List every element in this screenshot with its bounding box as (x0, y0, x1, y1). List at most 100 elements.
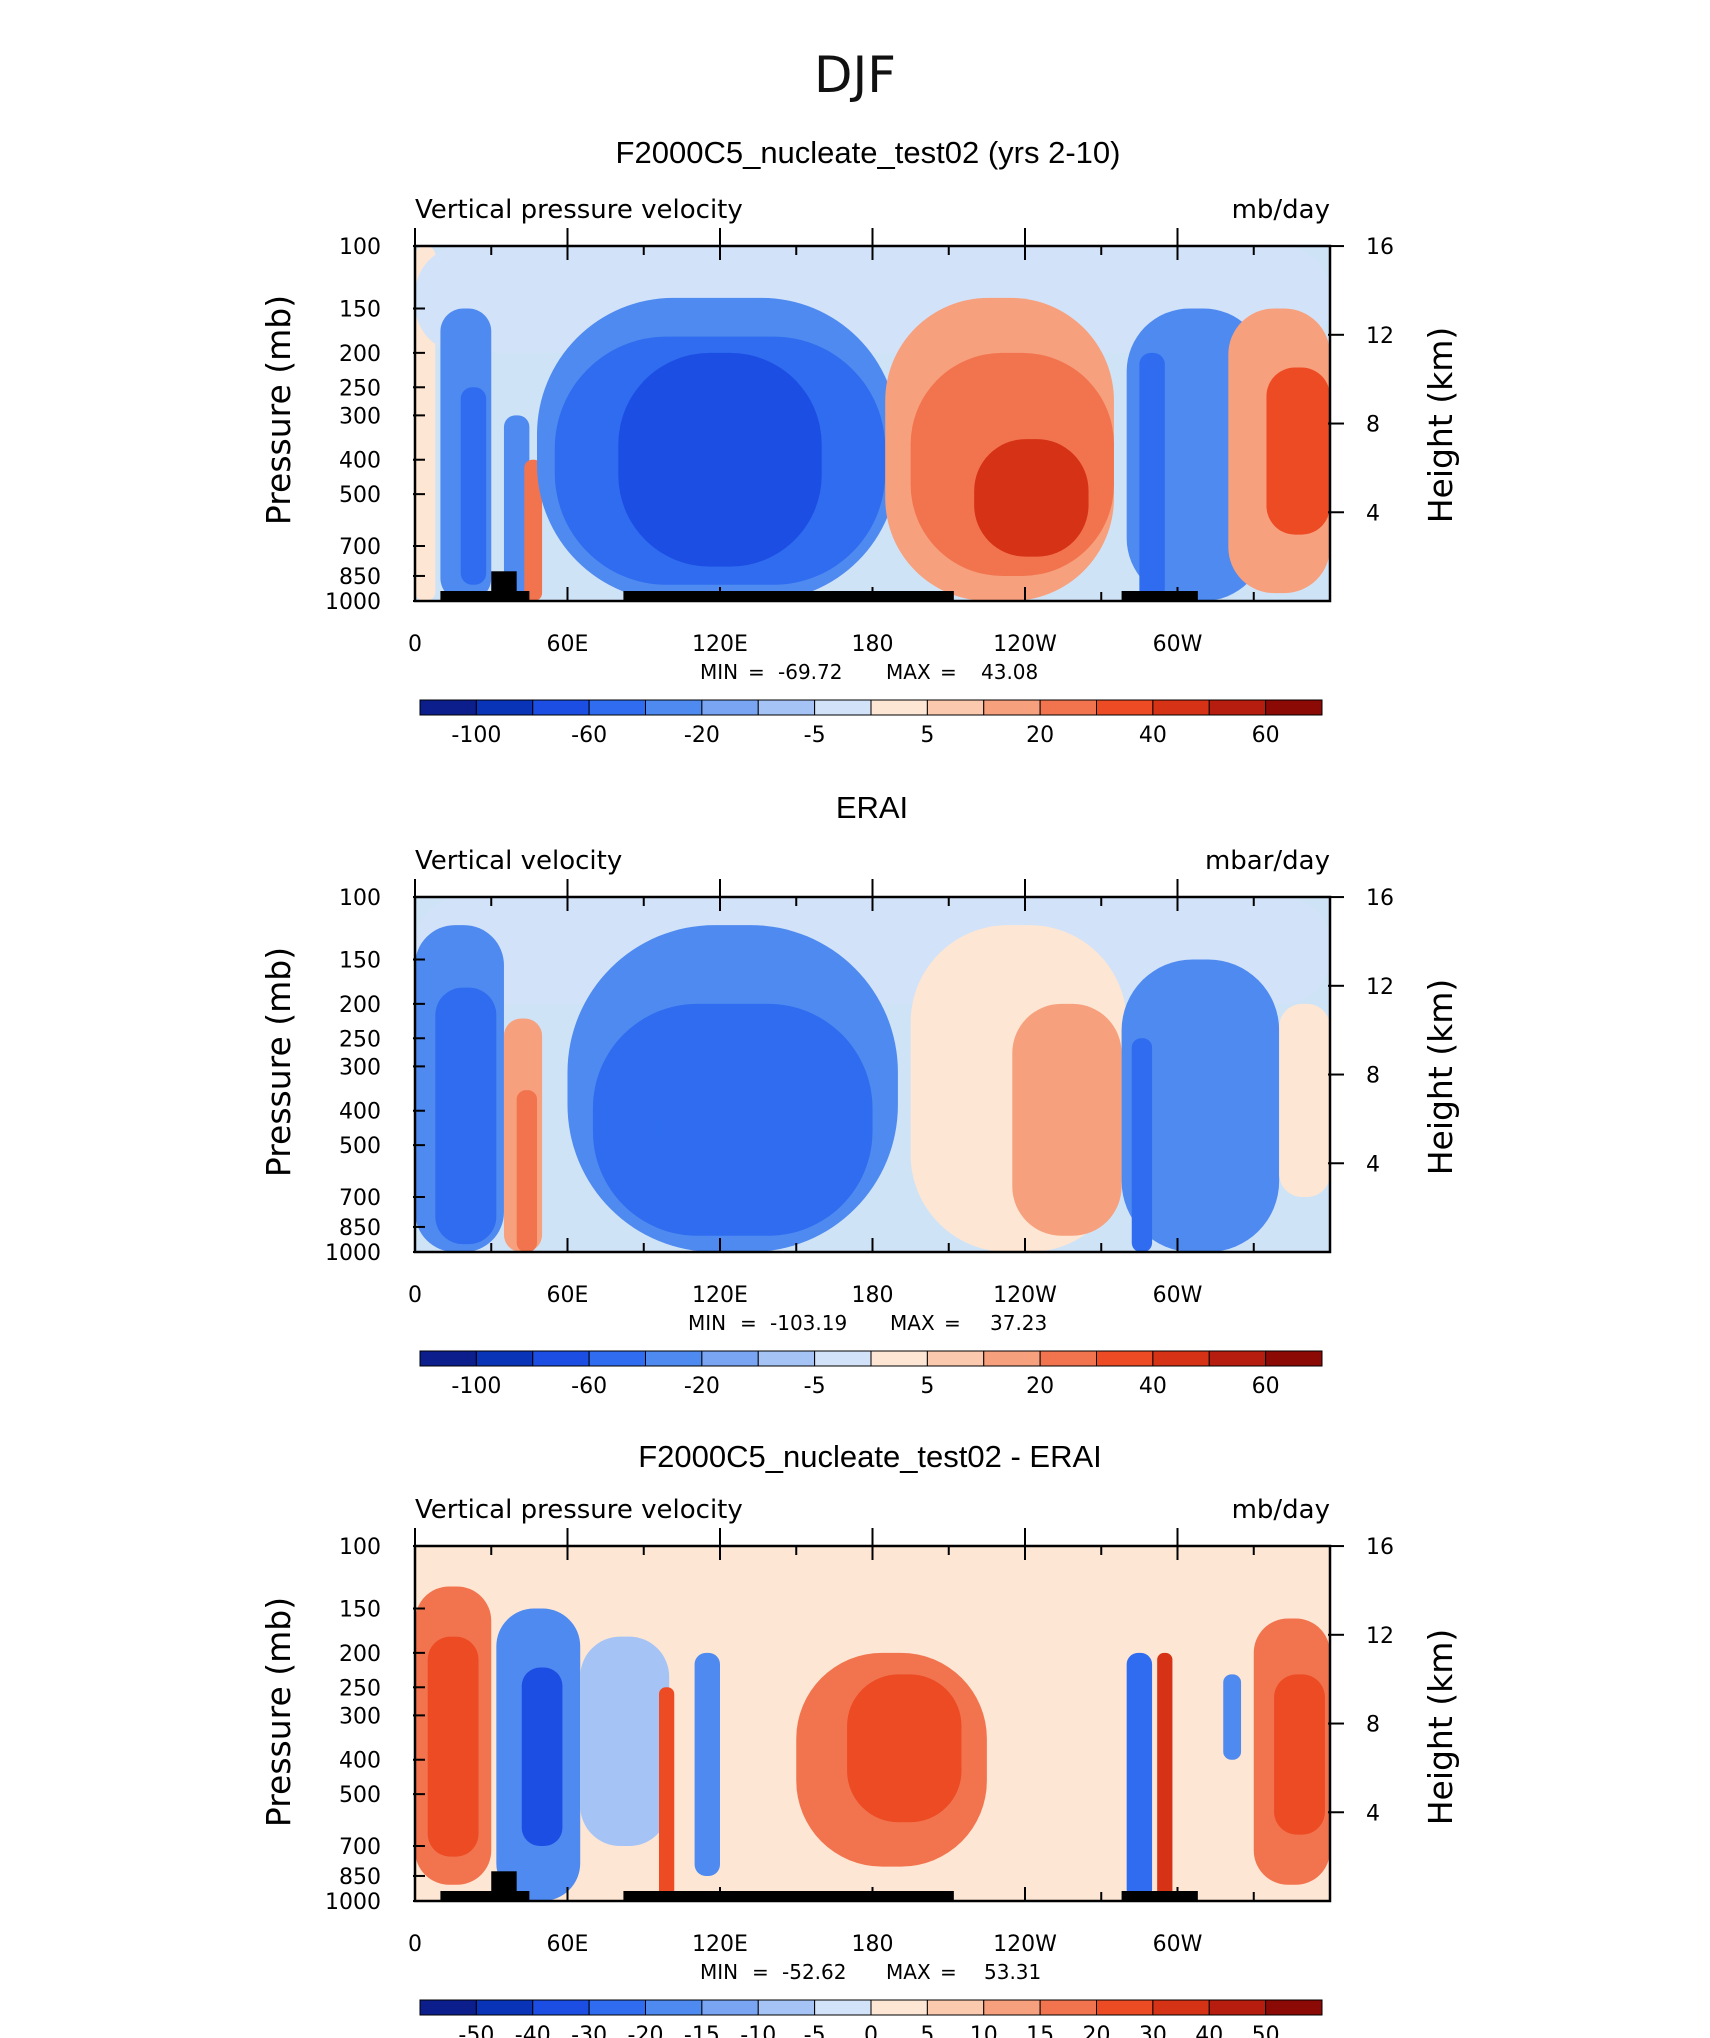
colorbar-label: 20 (1026, 1374, 1054, 1399)
colorbar-label: 5 (920, 2023, 934, 2038)
x-tick-label: 120W (993, 1283, 1057, 1308)
panel-3-ylabel-right: Height (km) (1421, 1629, 1460, 1826)
colorbar-swatch (926, 699, 985, 716)
panel-3-max-label: MAX (886, 1960, 931, 1984)
main-title: DJF (814, 46, 896, 104)
contour-field (415, 897, 1330, 1252)
colorbar-swatch (588, 1999, 646, 2016)
panel-2-min-value: -103.19 (770, 1311, 847, 1335)
panel-3-colorbar: -50 -40 -30 -20 -15 -10 -5 0 5 10 15 20 30 40 50 (419, 1999, 1323, 2038)
x-tick-label: 180 (852, 1932, 894, 1957)
colorbar-label: 10 (970, 2023, 998, 2038)
y-tick-label: 150 (339, 1598, 381, 1623)
panel-1-right-label: mb/day (1232, 195, 1330, 225)
y-tick-label: 1000 (325, 590, 381, 615)
colorbar-swatch (701, 1999, 759, 2016)
contour-region (1131, 1038, 1153, 1252)
panel-2-ylabel-right: Height (km) (1421, 979, 1460, 1176)
colorbar-swatch (926, 1999, 985, 2016)
colorbar-label: -5 (804, 1374, 826, 1399)
contour-region (503, 415, 530, 601)
y-right-tick-label: 12 (1366, 975, 1394, 1000)
colorbar-label: 30 (1139, 2023, 1167, 2038)
colorbar-swatch (757, 699, 816, 716)
contour-region (847, 1674, 962, 1823)
panel-3-right-label: mb/day (1232, 1495, 1330, 1525)
y-tick-label: 700 (339, 1186, 381, 1211)
y-tick-label: 400 (339, 1100, 381, 1125)
colorbar-swatch (757, 1350, 816, 1367)
y-tick-label: 850 (339, 1865, 381, 1890)
colorbar-swatch (645, 1999, 703, 2016)
y-tick-label: 250 (339, 1676, 381, 1701)
panel-3-stats: MIN = -52.62 MAX = 53.31 (700, 1960, 1041, 1984)
panel-2-colorbar: -100 -60 -20 -5 5 20 40 60 (419, 1350, 1323, 1399)
contour-field (415, 1546, 1330, 1901)
panel-3-title: F2000C5_nucleate_test02 - ERAI (638, 1439, 1102, 1474)
y-tick-label: 100 (339, 1535, 381, 1560)
colorbar-swatch (1208, 1999, 1267, 2016)
colorbar-swatch (814, 699, 872, 716)
colorbar-swatch (532, 699, 590, 716)
colorbar-label: 0 (864, 2023, 878, 2038)
x-tick-label: 120W (993, 632, 1057, 657)
svg-text:=: = (748, 660, 765, 684)
contour-region (1012, 1003, 1122, 1236)
x-tick-label: 60E (547, 1932, 589, 1957)
y-tick-label: 100 (339, 235, 381, 260)
y-tick-label: 200 (339, 342, 381, 367)
panel-2: ERAI Vertical velocity mbar/day 100 150 20… (259, 790, 1460, 1399)
colorbar-swatch (1265, 1350, 1323, 1367)
svg-text:=: = (752, 1960, 769, 1984)
y-tick-label: 700 (339, 1835, 381, 1860)
panel-1: F2000C5_nucleate_test02 (yrs 2-10) Verti… (259, 135, 1460, 748)
colorbar-swatch (701, 1350, 759, 1367)
land-mask (623, 591, 954, 601)
x-tick-label: 0 (408, 1932, 422, 1957)
panel-3-left-label: Vertical pressure velocity (415, 1495, 743, 1525)
contour-region (516, 1090, 537, 1252)
y-tick-label: 250 (339, 376, 381, 401)
x-tick-label: 60E (547, 1283, 589, 1308)
panel-2-min-label: MIN (688, 1311, 726, 1335)
y-right-tick-label: 8 (1366, 1064, 1380, 1089)
colorbar-label: -10 (740, 2023, 776, 2038)
contour-region (521, 1667, 563, 1847)
land-mask (440, 591, 530, 601)
svg-text:=: = (944, 1311, 961, 1335)
colorbar-label: 5 (920, 723, 934, 748)
y-tick-label: 150 (339, 298, 381, 323)
contour-region (427, 1636, 479, 1857)
colorbar-swatch (1265, 699, 1323, 716)
y-right-tick-label: 8 (1366, 413, 1380, 438)
contour-region (524, 459, 543, 601)
contour-region (460, 387, 487, 585)
panel-3-min-value: -52.62 (782, 1960, 846, 1984)
x-tick-label: 60W (1153, 1932, 1203, 1957)
panel-2-left-label: Vertical velocity (415, 846, 622, 876)
contour-region (656, 1038, 835, 1218)
colorbar-label: -50 (458, 2023, 494, 2038)
land-mask (440, 1891, 530, 1901)
colorbar-swatch (983, 1350, 1041, 1367)
contour-region (1126, 1652, 1153, 1901)
colorbar-label: -20 (684, 1374, 720, 1399)
contour-region (435, 987, 497, 1245)
colorbar-swatch (870, 1999, 928, 2016)
y-tick-label: 300 (339, 404, 381, 429)
colorbar-swatch (1039, 699, 1097, 716)
contour-region (694, 1652, 720, 1876)
colorbar-swatch (1152, 1999, 1210, 2016)
y-tick-label: 400 (339, 1749, 381, 1774)
panel-2-right-label: mbar/day (1205, 846, 1330, 876)
colorbar-swatch (1152, 1350, 1210, 1367)
x-tick-label: 120E (692, 1932, 748, 1957)
colorbar-swatch (757, 1999, 816, 2016)
colorbar-swatch (926, 1350, 985, 1367)
colorbar-swatch (645, 699, 703, 716)
land-mask (1121, 1891, 1198, 1901)
colorbar-label: 20 (1083, 2023, 1111, 2038)
